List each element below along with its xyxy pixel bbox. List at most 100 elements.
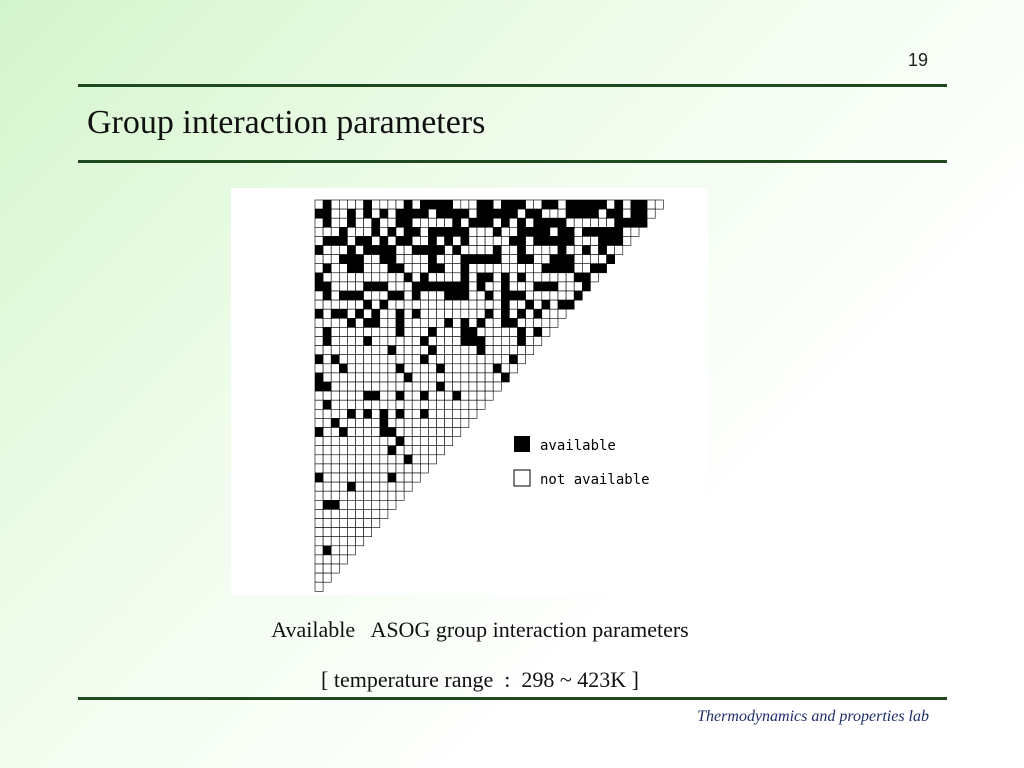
matrix-cell xyxy=(322,208,332,219)
matrix-cell xyxy=(395,217,405,228)
matrix-cell xyxy=(339,436,348,447)
matrix-cell xyxy=(444,363,454,374)
matrix-cell xyxy=(428,217,437,228)
matrix-cell xyxy=(436,226,445,237)
matrix-cell xyxy=(517,354,526,365)
matrix-cell xyxy=(476,254,486,264)
matrix-cell xyxy=(347,445,356,456)
matrix-cell xyxy=(395,308,405,319)
matrix-cell xyxy=(355,436,364,447)
matrix-cell xyxy=(452,327,462,337)
matrix-cell xyxy=(314,399,324,410)
matrix-cell xyxy=(314,217,324,228)
matrix-cell xyxy=(347,308,356,319)
matrix-cell xyxy=(395,463,405,474)
matrix-cell xyxy=(322,254,332,264)
matrix-cell xyxy=(549,308,559,319)
matrix-cell xyxy=(355,299,364,310)
matrix-cell xyxy=(420,436,429,447)
matrix-cell xyxy=(314,226,324,237)
matrix-cell xyxy=(363,454,373,465)
matrix-cell xyxy=(395,372,405,383)
matrix-cell xyxy=(436,272,445,283)
matrix-cell xyxy=(460,299,470,310)
matrix-cell xyxy=(387,390,397,401)
matrix-cell xyxy=(411,272,421,283)
matrix-cell xyxy=(476,217,486,228)
matrix-cell xyxy=(517,226,526,237)
matrix-cell xyxy=(371,263,381,274)
matrix-cell xyxy=(379,509,389,519)
matrix-cell xyxy=(468,345,478,356)
matrix-cell xyxy=(314,409,324,419)
matrix-cell xyxy=(476,336,486,346)
matrix-cell xyxy=(371,463,381,474)
matrix-cell xyxy=(452,427,462,437)
matrix-cell xyxy=(581,254,591,264)
matrix-cell xyxy=(339,290,348,301)
matrix-cell xyxy=(533,272,543,283)
matrix-cell xyxy=(403,372,413,383)
matrix-cell xyxy=(339,418,348,428)
matrix-cell xyxy=(322,563,332,574)
matrix-cell xyxy=(403,272,413,283)
matrix-cell xyxy=(533,226,543,237)
matrix-cell xyxy=(395,226,405,237)
matrix-cell xyxy=(339,263,348,274)
matrix-cell xyxy=(525,281,535,292)
matrix-cell xyxy=(403,336,413,346)
matrix-cell xyxy=(533,254,543,264)
matrix-cell xyxy=(379,308,389,319)
matrix-cell xyxy=(355,254,364,264)
matrix-cell xyxy=(363,345,373,356)
matrix-cell xyxy=(492,263,502,274)
matrix-cell xyxy=(403,381,413,392)
matrix-cell xyxy=(371,481,381,492)
matrix-cell xyxy=(339,427,348,437)
matrix-cell xyxy=(395,481,405,492)
matrix-cell xyxy=(355,490,364,501)
matrix-cell xyxy=(330,545,340,556)
matrix-cell xyxy=(468,363,478,374)
matrix-cell xyxy=(525,308,535,319)
matrix-cell xyxy=(339,509,348,519)
matrix-cell xyxy=(355,427,364,437)
matrix-cell xyxy=(363,472,373,483)
matrix-cell xyxy=(363,427,373,437)
matrix-cell xyxy=(428,254,437,264)
matrix-cell xyxy=(322,199,332,210)
matrix-cell xyxy=(355,208,364,219)
matrix-cell xyxy=(460,208,470,219)
matrix-cell xyxy=(347,499,356,510)
matrix-cell xyxy=(330,327,340,337)
matrix-cell xyxy=(387,427,397,437)
matrix-cell xyxy=(379,299,389,310)
matrix-cell xyxy=(322,327,332,337)
matrix-cell xyxy=(339,490,348,501)
matrix-cell xyxy=(330,481,340,492)
matrix-cell xyxy=(598,236,607,246)
matrix-cell xyxy=(444,372,454,383)
matrix-cell xyxy=(565,245,575,255)
matrix-cell xyxy=(525,290,535,301)
matrix-cell xyxy=(500,290,510,301)
matrix-cell xyxy=(355,399,364,410)
matrix-cell xyxy=(573,217,583,228)
matrix-cell xyxy=(403,481,413,492)
matrix-cell xyxy=(460,345,470,356)
matrix-cell xyxy=(379,318,389,328)
matrix-cell xyxy=(322,390,332,401)
matrix-cell xyxy=(363,236,373,246)
matrix-cell xyxy=(347,318,356,328)
matrix-cell xyxy=(452,254,462,264)
matrix-cell xyxy=(500,281,510,292)
matrix-cell xyxy=(452,281,462,292)
matrix-cell xyxy=(395,254,405,264)
matrix-cell xyxy=(411,427,421,437)
matrix-cell xyxy=(355,336,364,346)
matrix-cell xyxy=(420,336,429,346)
matrix-cell xyxy=(557,199,567,210)
matrix-cell xyxy=(500,208,510,219)
matrix-cell xyxy=(509,299,518,310)
matrix-cell xyxy=(322,463,332,474)
